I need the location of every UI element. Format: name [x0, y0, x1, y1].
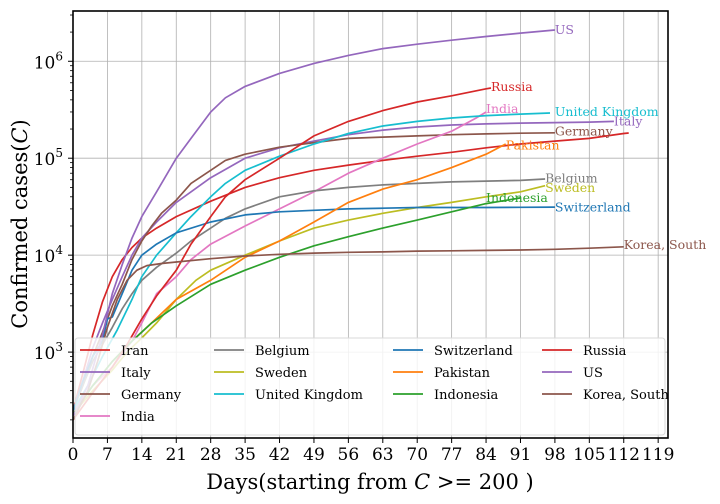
legend-label-pakistan: Pakistan — [434, 366, 491, 381]
series-line-belgium — [73, 178, 546, 411]
legend-label-indonesia: Indonesia — [434, 388, 499, 403]
x-tick-label: 28 — [200, 445, 222, 465]
x-tick-label: 42 — [269, 445, 291, 465]
series-line-germany — [73, 131, 555, 411]
legend-label-korea-south: Korea, South — [583, 388, 669, 403]
x-tick-label: 56 — [338, 445, 360, 465]
series-end-label-us: US — [555, 22, 574, 37]
legend-label-belgium: Belgium — [255, 344, 310, 359]
series-end-label-sweden: Sweden — [545, 180, 595, 195]
series-end-label-italy: Italy — [614, 113, 643, 128]
legend-box — [74, 337, 666, 436]
series-line-us — [73, 29, 555, 417]
series-end-label-india: India — [486, 101, 519, 116]
legend-label-russia: Russia — [583, 344, 627, 359]
x-tick-label: 70 — [406, 445, 428, 465]
series-end-label-russia: Russia — [491, 79, 533, 94]
y-axis-title: Confirmed cases(C) — [8, 119, 32, 328]
legend-label-switzerland: Switzerland — [434, 344, 513, 359]
legend-label-india: India — [121, 410, 155, 425]
x-tick-label: 98 — [544, 445, 566, 465]
x-axis-title: Days(starting from C >= 200 ) — [206, 470, 533, 494]
legend-label-italy: Italy — [121, 366, 151, 381]
y-tick-label: 105 — [34, 146, 63, 170]
legend-label-us: US — [583, 366, 603, 381]
series-line-korea-south — [73, 245, 624, 421]
x-tick-label: 119 — [642, 445, 674, 465]
y-tick-label: 104 — [34, 243, 64, 267]
x-tick-label: 7 — [102, 445, 113, 465]
legend: Iran Italy Germany India Belgium Sweden United… — [74, 337, 669, 436]
series-end-label-germany: Germany — [555, 124, 614, 139]
y-tick-label: 103 — [34, 340, 63, 364]
series-line-switzerland — [73, 206, 555, 411]
y-axis: 103 104 105 106 — [34, 14, 73, 421]
x-tick-label: 14 — [131, 445, 153, 465]
x-tick-label: 63 — [372, 445, 394, 465]
legend-label-sweden: Sweden — [255, 366, 308, 381]
series-end-label-switzerland: Switzerland — [555, 200, 631, 215]
x-tick-label: 21 — [165, 445, 187, 465]
series-end-label-pakistan: Pakistan — [506, 138, 560, 153]
x-tick-label: 77 — [441, 445, 463, 465]
legend-label-iran: Iran — [121, 344, 149, 359]
x-tick-label: 49 — [303, 445, 325, 465]
x-tick-label: 35 — [234, 445, 256, 465]
series-line-united-kingdom — [73, 112, 551, 411]
x-tick-label: 0 — [68, 445, 79, 465]
series-end-label-united-kingdom: United Kingdom — [555, 104, 659, 119]
x-tick-label: 105 — [573, 445, 605, 465]
x-axis: 0 7 14 21 28 35 42 49 56 63 70 77 84 91 98 105 112 119 — [68, 438, 674, 465]
x-tick-label: 112 — [608, 445, 640, 465]
legend-label-germany: Germany — [121, 388, 182, 403]
y-tick-label: 106 — [34, 49, 63, 73]
series-end-label-korea-south: Korea, South — [624, 237, 707, 252]
plot-frame — [72, 10, 669, 439]
series-line-iran — [73, 132, 629, 411]
x-tick-label: 91 — [510, 445, 532, 465]
legend-label-united-kingdom: United Kingdom — [255, 388, 363, 403]
series-end-label-indonesia: Indonesia — [486, 190, 548, 205]
x-tick-label: 84 — [475, 445, 497, 465]
series-end-label-belgium: Belgium — [545, 170, 598, 185]
